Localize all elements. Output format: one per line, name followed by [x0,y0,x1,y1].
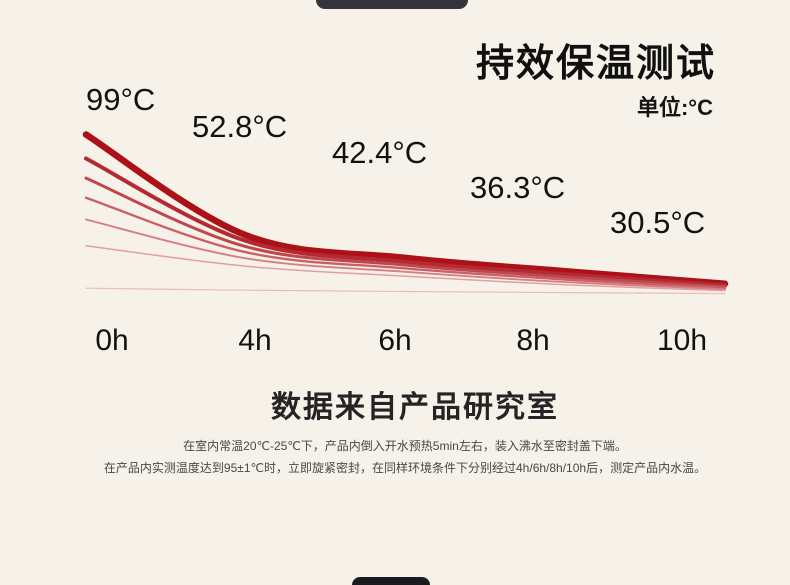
temp-label-4h: 52.8°C [192,109,288,144]
series-line-line-5 [85,218,726,291]
series-line-line-7 [85,287,726,295]
x-tick-6h: 6h [378,324,412,357]
series-line-line-3 [84,176,727,289]
x-tick-10h: 10h [656,324,708,357]
temp-label-10h: 30.5°C [610,205,706,240]
series-line-line-6 [85,244,726,292]
test-condition-note-1: 在室内常温20℃-25℃下，产品内倒入开水预热5min左右，装入沸水至密封盖下端… [183,439,627,453]
insulation-line-chart [80,112,735,304]
line-chart-svg [82,131,729,295]
test-condition-note-2: 在产品内实测温度达到95±1℃时，立即旋紧密封，在同样环境条件下分别经过4h/6… [103,461,707,475]
series-line-实测水温 [82,131,729,288]
x-tick-4h: 4h [238,324,272,357]
bottom-cropped-object [352,577,430,585]
top-cropped-object [316,0,468,9]
chart-title: 持效保温测试 [475,43,716,85]
x-tick-8h: 8h [516,324,550,357]
temp-label-0h: 99°C [86,82,156,117]
series-line-line-2 [84,156,727,288]
unit-label: 单位:°C [636,95,713,120]
series-line-line-4 [84,196,727,290]
temp-label-6h: 42.4°C [332,135,428,170]
temp-label-8h: 36.3°C [470,170,566,205]
data-source-caption: 数据来自产品研究室 [271,391,559,424]
x-tick-0h: 0h [95,324,129,357]
